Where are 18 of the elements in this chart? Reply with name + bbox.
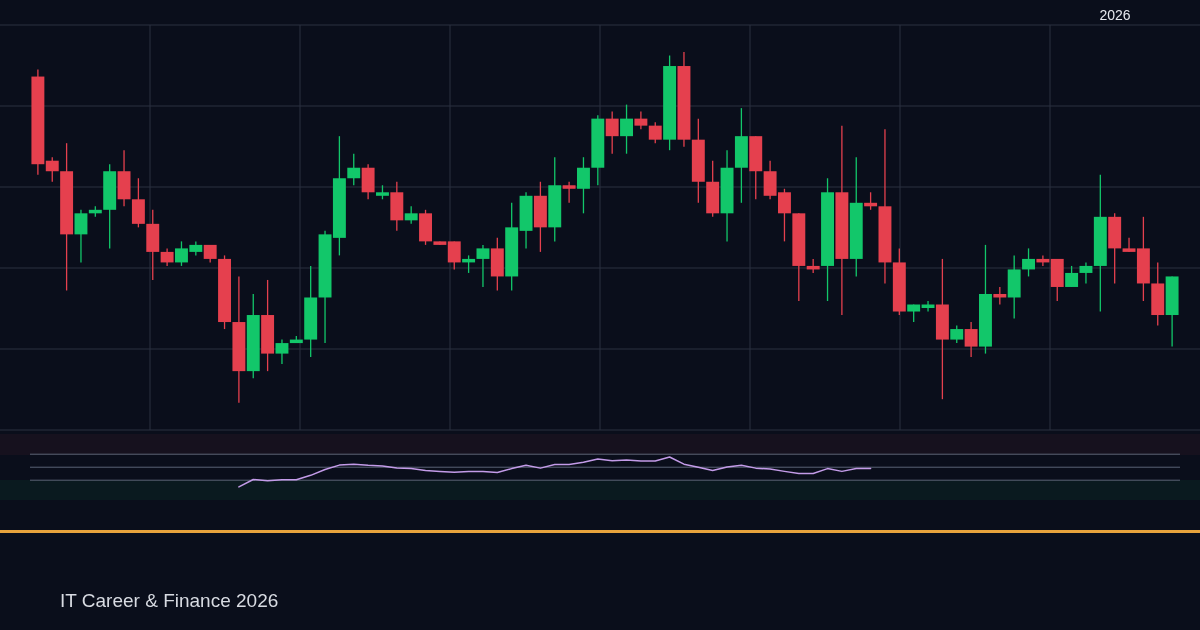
candlestick bbox=[74, 209, 88, 264]
candlestick bbox=[964, 321, 978, 358]
candlestick bbox=[447, 240, 461, 271]
candlestick bbox=[605, 110, 619, 155]
candlestick bbox=[1122, 237, 1136, 253]
text: IT Career & Finance 2026 bbox=[60, 590, 279, 611]
candlestick bbox=[347, 153, 361, 186]
text: 2026 bbox=[1099, 7, 1131, 23]
candlestick bbox=[476, 244, 490, 288]
candlestick bbox=[1079, 261, 1093, 285]
candlestick bbox=[1065, 265, 1079, 288]
candlestick bbox=[562, 181, 576, 204]
candlestick bbox=[620, 103, 633, 155]
candlestick bbox=[275, 338, 289, 365]
candlestick bbox=[577, 156, 590, 214]
candlestick bbox=[648, 121, 662, 144]
candlestick bbox=[1022, 247, 1035, 278]
candlestick bbox=[45, 156, 59, 183]
